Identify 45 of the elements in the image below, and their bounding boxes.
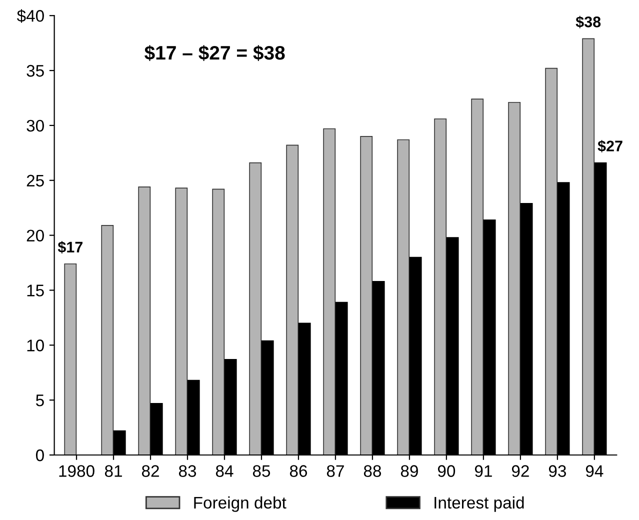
- legend-label: Interest paid: [434, 496, 524, 512]
- x-tick-label: 89: [400, 465, 418, 477]
- y-tick-label: 25: [26, 174, 44, 187]
- y-tick-label: 0: [36, 449, 44, 462]
- bar: [545, 68, 558, 455]
- x-tick-label: 85: [252, 465, 270, 477]
- x-tick-label: 94: [586, 465, 604, 477]
- bar: [286, 144, 299, 455]
- y-tick-label: 20: [26, 230, 44, 242]
- bar: [582, 38, 595, 455]
- bar: [508, 102, 521, 455]
- x-tick-label: 91: [474, 465, 492, 477]
- x-tick-label: 84: [216, 465, 234, 477]
- annotation: $38: [576, 16, 601, 28]
- x-tick-label: 86: [290, 465, 308, 477]
- x-tick-label: 81: [104, 465, 122, 477]
- bar: [175, 188, 188, 455]
- bar: [323, 128, 336, 455]
- y-tick-label: $40: [16, 9, 44, 23]
- x-tick-label: 92: [512, 465, 529, 477]
- x-tick-label: 93: [548, 465, 566, 477]
- x-tick-label: 87: [326, 465, 344, 477]
- y-tick-label: 30: [26, 120, 44, 132]
- y-tick-label: 35: [26, 64, 44, 77]
- bar: [212, 188, 225, 455]
- x-tick-label: 90: [438, 465, 456, 477]
- x-tick-label: 82: [142, 465, 159, 477]
- y-tick-label: 5: [36, 394, 44, 406]
- bar: [434, 118, 447, 455]
- x-tick-label: 1980: [59, 465, 94, 477]
- bar: [249, 162, 262, 455]
- bar: [101, 224, 114, 455]
- annotation: $27: [598, 140, 622, 152]
- legend-label: Foreign debt: [194, 496, 286, 512]
- x-tick-label: 83: [178, 465, 196, 477]
- bar: [360, 136, 373, 455]
- y-tick-label: 15: [27, 284, 44, 296]
- x-tick-label: 88: [364, 465, 382, 477]
- annotation: $17 – $27 = $38: [144, 45, 285, 61]
- annotation: $17: [58, 241, 82, 254]
- bar: [397, 139, 410, 455]
- y-tick-label: 10: [27, 340, 44, 352]
- bar: [471, 98, 484, 455]
- bar: [64, 263, 77, 455]
- bar: [138, 186, 151, 455]
